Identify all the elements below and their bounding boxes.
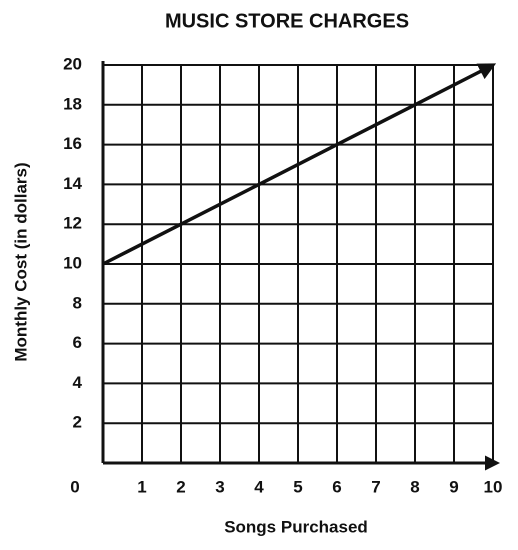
y-tick-label: 20 [63, 54, 82, 73]
x-tick-label: 4 [254, 477, 264, 496]
x-tick-label: 10 [484, 477, 503, 496]
x-tick-label: 0 [70, 477, 79, 496]
x-tick-label: 8 [410, 477, 419, 496]
y-tick-label: 10 [63, 253, 82, 272]
data-line [102, 63, 497, 266]
x-tick-label: 9 [449, 477, 458, 496]
y-tick-label: 2 [73, 413, 82, 432]
x-tick-label: 2 [176, 477, 185, 496]
y-axis-label: Monthly Cost (in dollars) [11, 162, 30, 361]
y-tick-label: 8 [73, 293, 82, 312]
y-tick-label: 14 [63, 174, 82, 193]
chart-title: MUSIC STORE CHARGES [165, 10, 409, 32]
x-tick-label: 3 [215, 477, 224, 496]
x-tick-label: 5 [293, 477, 302, 496]
x-tick-label: 7 [371, 477, 380, 496]
y-tick-label: 18 [63, 94, 82, 113]
x-tick-label: 6 [332, 477, 341, 496]
y-tick-label: 16 [63, 134, 82, 153]
y-tick-label: 6 [73, 333, 82, 352]
x-axis-label: Songs Purchased [224, 517, 368, 536]
y-tick-label: 4 [73, 373, 83, 392]
x-tick-label: 1 [137, 477, 146, 496]
y-tick-label: 12 [63, 214, 82, 233]
